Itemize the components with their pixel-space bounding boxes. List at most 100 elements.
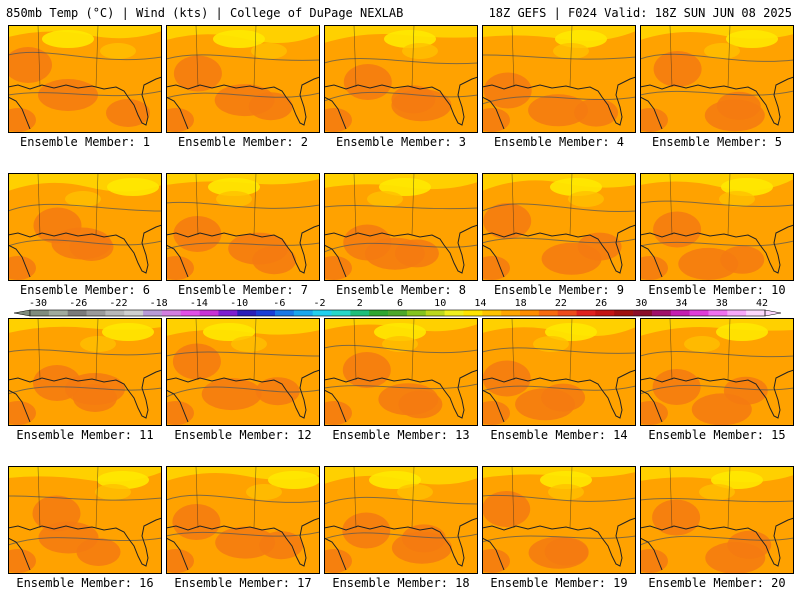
colorbar-left-arrow bbox=[13, 309, 31, 317]
colorbar-tick-label: -30 bbox=[29, 298, 47, 309]
ensemble-member-label: Ensemble Member: 17 bbox=[174, 576, 312, 590]
colorbar-tick-label: 6 bbox=[397, 298, 403, 309]
ensemble-member-label: Ensemble Member: 7 bbox=[177, 283, 309, 297]
ensemble-member-panel: Ensemble Member: 7 bbox=[166, 173, 320, 297]
temperature-map bbox=[166, 173, 320, 281]
colorbar-swatch bbox=[218, 310, 238, 316]
ensemble-member-label: Ensemble Member: 12 bbox=[174, 428, 312, 442]
colorbar-swatch bbox=[180, 310, 200, 316]
colorbar-tick-label: 42 bbox=[756, 298, 768, 309]
ensemble-member-label: Ensemble Member: 10 bbox=[648, 283, 786, 297]
colorbar-swatch bbox=[463, 310, 483, 316]
colorbar-swatch bbox=[256, 310, 276, 316]
ensemble-member-panel: Ensemble Member: 8 bbox=[324, 173, 478, 297]
colorbar-swatch bbox=[614, 310, 634, 316]
colorbar-swatch bbox=[30, 310, 50, 316]
colorbar-swatch bbox=[633, 310, 653, 316]
colorbar-tick-label: 14 bbox=[474, 298, 486, 309]
temperature-map bbox=[324, 25, 478, 133]
colorbar-tick-label: -2 bbox=[314, 298, 326, 309]
temperature-map bbox=[640, 173, 794, 281]
colorbar-tick-label: 2 bbox=[357, 298, 363, 309]
colorbar-swatch bbox=[275, 310, 295, 316]
ensemble-member-label: Ensemble Member: 6 bbox=[19, 283, 151, 297]
ensemble-member-label: Ensemble Member: 20 bbox=[648, 576, 786, 590]
temperature-map bbox=[8, 318, 162, 426]
colorbar-tick-label: -6 bbox=[273, 298, 285, 309]
ensemble-member-panel: Ensemble Member: 14 bbox=[482, 318, 636, 442]
colorbar-tick-label: 22 bbox=[555, 298, 567, 309]
map-title: 850mb Temp (°C) | Wind (kts) | College o… bbox=[6, 6, 404, 20]
ensemble-member-label: Ensemble Member: 15 bbox=[648, 428, 786, 442]
ensemble-member-panel: Ensemble Member: 11 bbox=[8, 318, 162, 442]
colorbar-tick-label: -10 bbox=[230, 298, 248, 309]
colorbar-swatch bbox=[143, 310, 163, 316]
colorbar-swatch bbox=[689, 310, 709, 316]
colorbar-swatch bbox=[124, 310, 144, 316]
ensemble-member-panel: Ensemble Member: 18 bbox=[324, 466, 478, 590]
colorbar-swatch bbox=[86, 310, 106, 316]
ensemble-member-panel: Ensemble Member: 1 bbox=[8, 25, 162, 149]
ensemble-member-panel: Ensemble Member: 13 bbox=[324, 318, 478, 442]
colorbar-swatch bbox=[482, 310, 502, 316]
ensemble-member-label: Ensemble Member: 14 bbox=[490, 428, 628, 442]
ensemble-member-panel: Ensemble Member: 5 bbox=[640, 25, 794, 149]
ensemble-member-label: Ensemble Member: 1 bbox=[19, 135, 151, 149]
colorbar-tick-label: -18 bbox=[150, 298, 168, 309]
colorbar-tick-label: 38 bbox=[716, 298, 728, 309]
temperature-map bbox=[8, 173, 162, 281]
colorbar-swatch bbox=[670, 310, 690, 316]
colorbar-swatch bbox=[501, 310, 521, 316]
colorbar-swatch bbox=[199, 310, 219, 316]
colorbar-tick-label: 10 bbox=[434, 298, 446, 309]
model-run-valid-time: 18Z GEFS | F024 Valid: 18Z SUN JUN 08 20… bbox=[488, 6, 792, 20]
colorbar-swatch bbox=[746, 310, 766, 316]
colorbar-swatch bbox=[406, 310, 427, 316]
ensemble-member-panel: Ensemble Member: 2 bbox=[166, 25, 320, 149]
temperature-map bbox=[640, 25, 794, 133]
colorbar-swatch bbox=[161, 310, 182, 316]
temperature-map bbox=[324, 173, 478, 281]
ensemble-member-panel: Ensemble Member: 19 bbox=[482, 466, 636, 590]
colorbar-swatch bbox=[444, 310, 464, 316]
colorbar-tick-label: -26 bbox=[69, 298, 87, 309]
temperature-map bbox=[482, 466, 636, 574]
ensemble-member-label: Ensemble Member: 11 bbox=[16, 428, 154, 442]
ensemble-member-label: Ensemble Member: 3 bbox=[335, 135, 467, 149]
temperature-map bbox=[8, 25, 162, 133]
colorbar-swatch bbox=[425, 310, 445, 316]
colorbar-tick-label: 18 bbox=[515, 298, 527, 309]
ensemble-member-label: Ensemble Member: 16 bbox=[16, 576, 154, 590]
ensemble-member-panel: Ensemble Member: 6 bbox=[8, 173, 162, 297]
colorbar-swatch bbox=[350, 310, 370, 316]
ensemble-member-label: Ensemble Member: 2 bbox=[177, 135, 309, 149]
ensemble-member-label: Ensemble Member: 19 bbox=[490, 576, 628, 590]
colorbar-swatch bbox=[708, 310, 728, 316]
colorbar-tick-label: 34 bbox=[676, 298, 688, 309]
temperature-map bbox=[166, 25, 320, 133]
colorbar-swatch bbox=[293, 310, 313, 316]
colorbar-swatch bbox=[538, 310, 558, 316]
temperature-map bbox=[166, 466, 320, 574]
ensemble-member-panel: Ensemble Member: 4 bbox=[482, 25, 636, 149]
temperature-map bbox=[324, 318, 478, 426]
temperature-colorbar: -30 -26 -22 -18 -14 -10 -6 -2 2 6 10 14 18 22 26 30 34 38… bbox=[13, 298, 782, 317]
colorbar-swatch bbox=[595, 310, 615, 316]
ensemble-member-label: Ensemble Member: 4 bbox=[493, 135, 625, 149]
ensemble-member-panel: Ensemble Member: 20 bbox=[640, 466, 794, 590]
colorbar-swatch bbox=[331, 310, 351, 316]
ensemble-member-panel: Ensemble Member: 15 bbox=[640, 318, 794, 442]
colorbar-swatch bbox=[105, 310, 125, 316]
colorbar-swatch bbox=[67, 310, 87, 316]
colorbar-right-arrow bbox=[764, 309, 782, 317]
ensemble-member-panel: Ensemble Member: 9 bbox=[482, 173, 636, 297]
colorbar-tick-label: -22 bbox=[109, 298, 127, 309]
temperature-map bbox=[640, 466, 794, 574]
colorbar-tick-label: 30 bbox=[635, 298, 647, 309]
colorbar-swatch bbox=[520, 310, 540, 316]
colorbar-swatch bbox=[237, 310, 257, 316]
colorbar-swatch bbox=[727, 310, 747, 316]
colorbar-swatch bbox=[388, 310, 408, 316]
ensemble-member-panel: Ensemble Member: 3 bbox=[324, 25, 478, 149]
colorbar-swatch bbox=[48, 310, 68, 316]
